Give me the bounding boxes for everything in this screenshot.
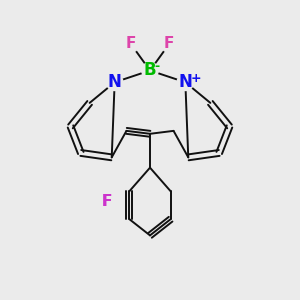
Circle shape	[106, 74, 123, 91]
Circle shape	[123, 36, 139, 52]
Text: B: B	[144, 61, 156, 80]
Circle shape	[99, 193, 116, 210]
Text: F: F	[102, 194, 112, 209]
Text: -: -	[155, 61, 160, 74]
Circle shape	[99, 193, 116, 210]
Circle shape	[177, 74, 194, 91]
Text: N: N	[108, 73, 122, 91]
Text: N: N	[178, 73, 192, 91]
Text: F: F	[164, 37, 174, 52]
Text: F: F	[126, 37, 136, 52]
Circle shape	[142, 62, 158, 79]
Text: F: F	[102, 194, 112, 209]
Text: +: +	[190, 72, 201, 85]
Circle shape	[161, 36, 177, 52]
